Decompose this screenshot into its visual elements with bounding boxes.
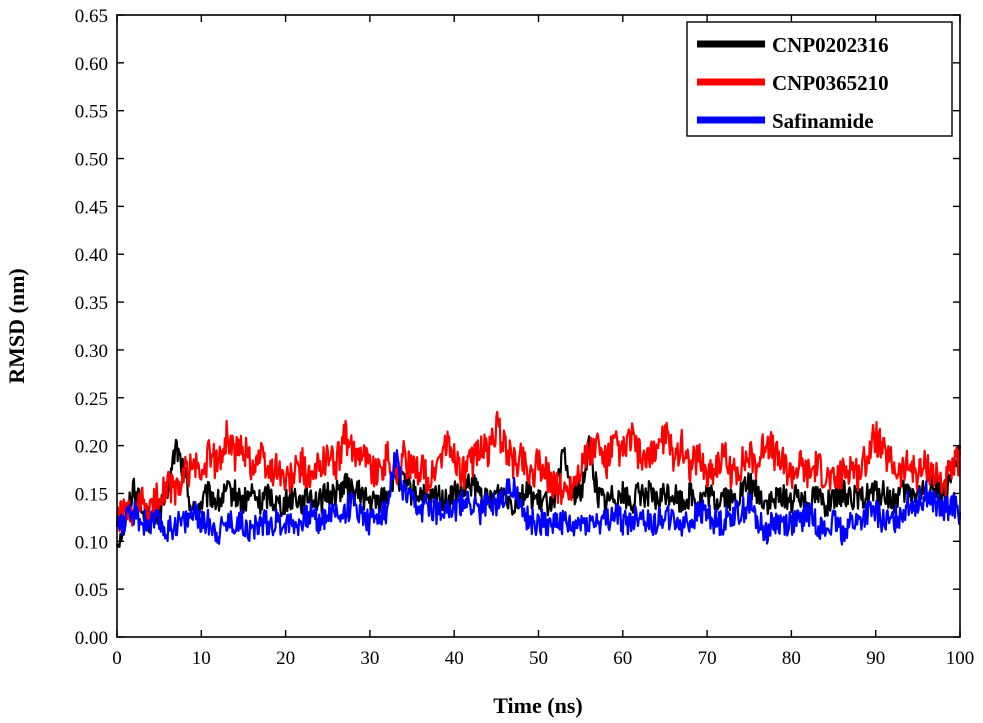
y-tick-label: 0.45	[75, 197, 108, 218]
legend-label-safinamide: Safinamide	[772, 109, 874, 133]
x-tick-label: 70	[698, 648, 717, 669]
y-tick-label: 0.15	[75, 484, 108, 505]
y-tick-label: 0.20	[75, 437, 108, 458]
series-line-safinamide	[115, 449, 962, 546]
y-tick-label: 0.30	[75, 341, 108, 362]
legend: CNP0202316 CNP0365210 Safinamide	[686, 21, 953, 137]
y-axis-title: RMSD (nm)	[4, 268, 29, 384]
y-tick-label: 0.55	[75, 102, 108, 123]
legend-label-cnp0365210: CNP0365210	[772, 71, 889, 95]
legend-label-cnp0202316: CNP0202316	[772, 33, 889, 57]
x-axis-title: Time (ns)	[493, 693, 582, 718]
x-tick-label: 20	[276, 648, 295, 669]
y-tick-label: 0.25	[75, 389, 108, 410]
y-tick-label: 0.60	[75, 54, 108, 75]
x-tick-label: 100	[946, 648, 975, 669]
x-tick-label: 90	[866, 648, 885, 669]
x-tick-label: 80	[782, 648, 801, 669]
y-tick-label: 0.10	[75, 532, 108, 553]
y-tick-label: 0.35	[75, 293, 108, 314]
series-line-cnp0202316	[115, 435, 962, 548]
x-tick-label: 10	[192, 648, 211, 669]
x-tick-label: 40	[445, 648, 464, 669]
y-tick-label: 0.50	[75, 150, 108, 171]
x-tick-label: 30	[360, 648, 379, 669]
x-tick-label: 50	[529, 648, 548, 669]
y-tick-label: 0.40	[75, 245, 108, 266]
y-tick-label: 0.65	[75, 6, 108, 27]
series-line-cnp0365210	[115, 410, 962, 533]
x-tick-label: 60	[613, 648, 632, 669]
y-tick-label: 0.05	[75, 580, 108, 601]
axes-layer: 0 10 20 30 40 50 60 70 80 90 100 0.00 0.05 0.10 0.15 0.…	[75, 6, 975, 669]
series-layer	[115, 410, 962, 548]
y-tick-label: 0.00	[75, 628, 108, 649]
x-tick-label: 0	[112, 648, 122, 669]
